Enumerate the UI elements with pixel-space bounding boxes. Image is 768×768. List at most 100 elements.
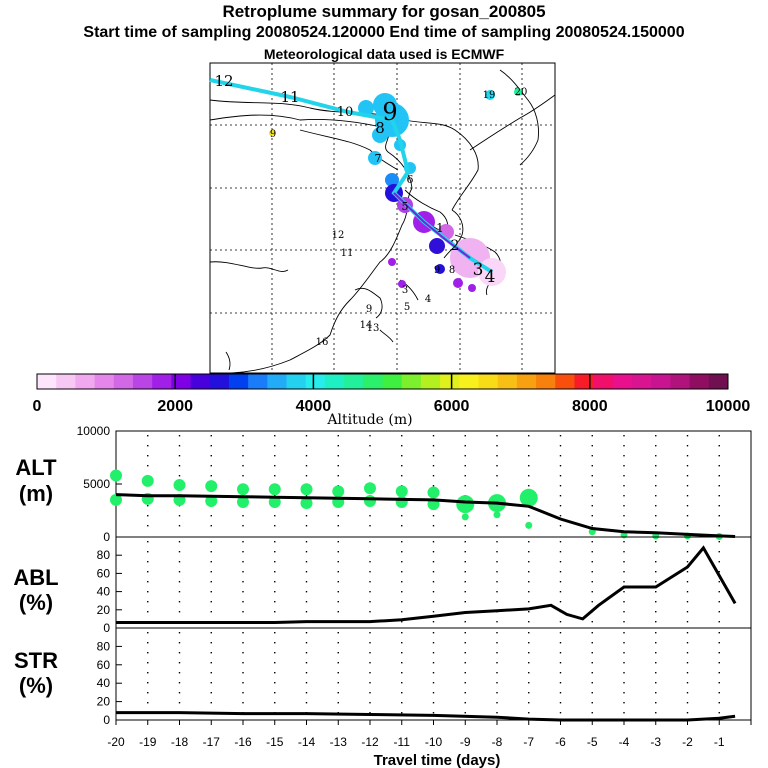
grid-dot [274, 652, 276, 654]
grid-dot [305, 475, 308, 477]
colorbar-swatch [478, 374, 499, 389]
plume-point [300, 483, 313, 496]
series-line [115, 493, 736, 538]
map-point-label: 8 [449, 265, 455, 276]
y-tick-label: 40 [97, 585, 111, 599]
grid-dot [178, 702, 181, 704]
grid-dot [337, 435, 339, 437]
colorbar-swatch [152, 374, 172, 389]
grid-dot [432, 601, 435, 603]
grid-dot [655, 632, 657, 634]
grid-dot [528, 611, 530, 613]
grid-dot [496, 445, 498, 447]
grid-dot [559, 445, 562, 447]
grid-dot [559, 662, 562, 664]
plume-point [493, 511, 501, 519]
grid-dot [210, 475, 212, 477]
grid-dot [623, 571, 625, 573]
grid-dot [686, 581, 689, 583]
colorbar-swatch [497, 374, 518, 389]
grid-dot [686, 621, 689, 623]
grid-dot [178, 601, 181, 603]
colorbar-swatch [536, 374, 556, 389]
grid-dot [337, 581, 339, 583]
grid-dot [496, 541, 498, 543]
grid-dot [591, 581, 593, 583]
grid-dot [305, 515, 308, 517]
grid-dot [369, 652, 371, 654]
grid-dot [655, 672, 657, 674]
grid-dot [337, 652, 339, 654]
colorbar-tick-label: 6000 [434, 398, 470, 415]
grid-dot [623, 465, 625, 467]
grid-dot [528, 465, 530, 467]
plume-point [456, 495, 475, 514]
grid-dot [623, 712, 625, 714]
grid-dot [464, 662, 466, 664]
grid-dot [337, 525, 339, 527]
grid-dot [337, 445, 339, 447]
grid-dot [369, 611, 371, 613]
plume-circle [269, 130, 275, 136]
grid-dot [242, 652, 244, 654]
grid-dot [274, 632, 276, 634]
grid-dot [210, 662, 212, 664]
colorbar-swatch [555, 374, 575, 389]
grid-dot [718, 712, 720, 714]
grid-dot [432, 515, 435, 517]
grid-dot [655, 445, 657, 447]
grid-dot [718, 541, 720, 543]
grid-dot [305, 611, 308, 613]
sampling-time-subtitle: Start time of sampling 20080524.120000 E… [83, 24, 685, 41]
map-point-label: 4 [425, 294, 431, 305]
grid-dot [591, 495, 593, 497]
grid-dot [274, 591, 276, 593]
grid-dot [242, 435, 244, 437]
x-tick-label: -14 [298, 735, 316, 749]
colorbar-swatch [689, 374, 710, 389]
grid-dot [718, 495, 720, 497]
grid-dot [369, 541, 371, 543]
grid-dot [432, 652, 435, 654]
grid-dot [623, 525, 625, 527]
grid-dot [401, 611, 403, 613]
grid-dot [718, 435, 720, 437]
grid-dot [655, 495, 657, 497]
grid-dot [305, 445, 308, 447]
grid-dot [496, 475, 498, 477]
grid-dot [305, 495, 308, 497]
grid-dot [496, 712, 498, 714]
grid-dot [337, 702, 339, 704]
grid-dot [242, 465, 244, 467]
grid-dot [178, 455, 181, 457]
grid-dot [623, 435, 625, 437]
grid-dot [401, 561, 403, 563]
y-tick-label: 0 [103, 530, 110, 544]
grid-dot [655, 505, 657, 507]
grid-dot [178, 662, 181, 664]
grid-dot [528, 445, 530, 447]
grid-dot [686, 435, 689, 437]
grid-dot [528, 551, 530, 553]
grid-dot [369, 455, 371, 457]
map-point-label: 13 [367, 323, 380, 334]
grid-dot [305, 652, 308, 654]
grid-dot [464, 652, 466, 654]
grid-dot [432, 692, 435, 694]
grid-dot [464, 445, 466, 447]
y-tick-label: 20 [97, 695, 111, 709]
grid-dot [655, 591, 657, 593]
grid-dot [559, 435, 562, 437]
grid-dot [305, 632, 308, 634]
grid-dot [496, 435, 498, 437]
grid-dot [559, 621, 562, 623]
grid-dot [274, 465, 276, 467]
grid-dot [210, 692, 212, 694]
grid-dot [623, 611, 625, 613]
str-axis-title: STR [14, 648, 58, 673]
grid-dot [591, 485, 593, 487]
grid-dot [686, 571, 689, 573]
colorbar-swatch [440, 374, 460, 389]
grid-dot [147, 632, 149, 634]
grid-dot [305, 601, 308, 603]
